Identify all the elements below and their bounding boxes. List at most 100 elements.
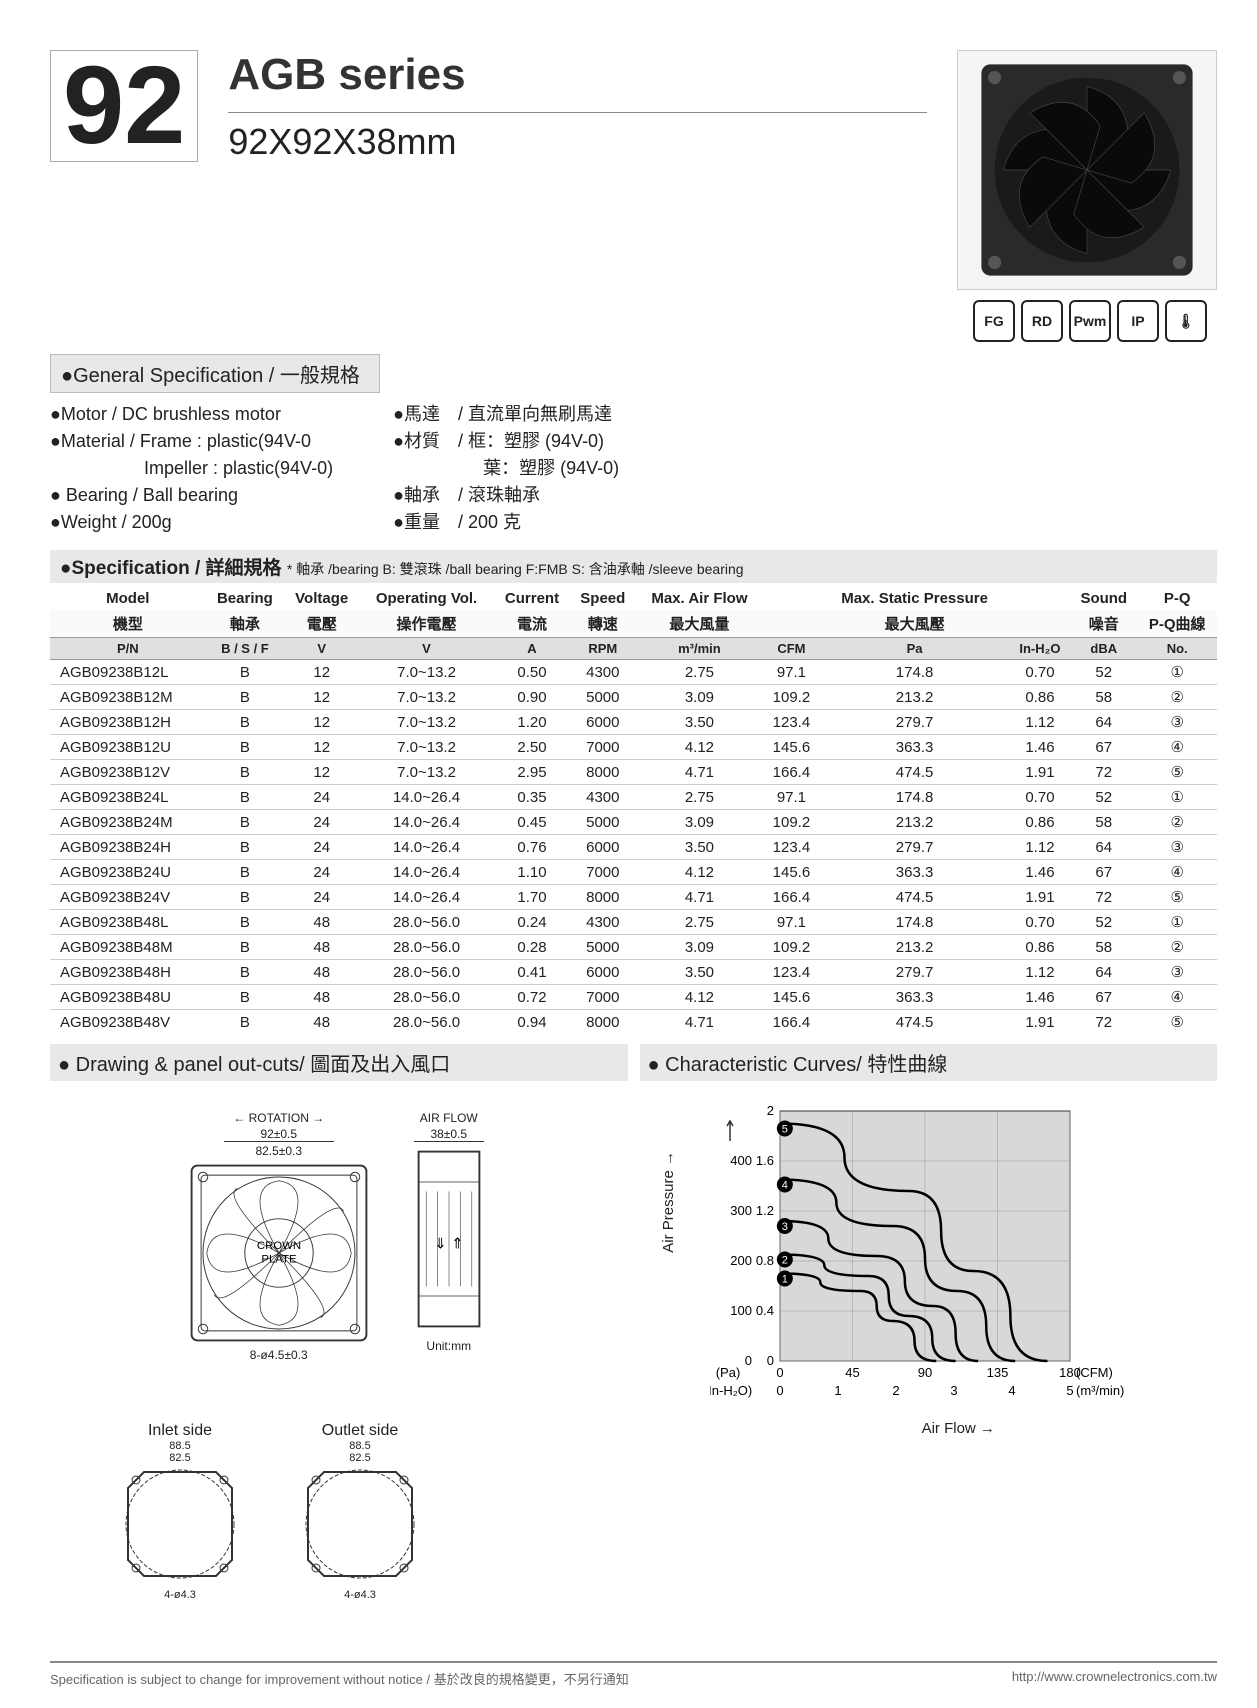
cell: 4.12	[635, 860, 763, 885]
table-row: AGB09238B12UB127.0~13.22.5070004.12145.6…	[50, 735, 1217, 760]
cell: 279.7	[819, 960, 1009, 985]
cell: 52	[1070, 910, 1137, 935]
cell: B	[206, 785, 285, 810]
svg-text:5: 5	[1066, 1383, 1073, 1398]
cell: 48	[284, 910, 359, 935]
cell: 4300	[570, 660, 635, 685]
th: 電壓	[284, 610, 359, 638]
cell: 0.28	[494, 935, 570, 960]
cell: 145.6	[763, 735, 819, 760]
cell: 0.70	[1010, 785, 1070, 810]
spec-mat2-cn: 葉：塑膠 (94V-0)	[393, 455, 619, 482]
cell: 213.2	[819, 935, 1009, 960]
th: B / S / F	[206, 638, 285, 660]
cell: 2.50	[494, 735, 570, 760]
table-row: AGB09238B48UB4828.0~56.00.7270004.12145.…	[50, 985, 1217, 1010]
cell: AGB09238B48U	[50, 985, 206, 1010]
dim-depth: 38±0.5	[414, 1127, 484, 1142]
cell: AGB09238B48H	[50, 960, 206, 985]
outlet-holes: 4-ø4.3	[300, 1589, 420, 1601]
cell: 0.86	[1010, 810, 1070, 835]
rd-icon: RD	[1021, 300, 1063, 342]
cell: 28.0~56.0	[359, 960, 494, 985]
cell: 1.46	[1010, 860, 1070, 885]
cell: 4.71	[635, 760, 763, 785]
cell: 2.75	[635, 785, 763, 810]
outlet-label: Outlet side	[300, 1422, 420, 1440]
cell: 279.7	[819, 835, 1009, 860]
cell: 1.12	[1010, 835, 1070, 860]
svg-text:3: 3	[781, 1221, 787, 1233]
cell: 6000	[570, 835, 635, 860]
spec-bearing-en: ● Bearing / Ball bearing	[50, 482, 333, 509]
svg-text:0: 0	[766, 1353, 773, 1368]
spec-table: ModelBearingVoltageOperating Vol.Current…	[50, 587, 1217, 1034]
cell: 67	[1070, 860, 1137, 885]
dim-inner: 82.5±0.3	[184, 1144, 374, 1158]
cell: 72	[1070, 885, 1137, 910]
cell: 109.2	[763, 685, 819, 710]
title-block: AGB series 92X92X38mm	[228, 50, 927, 163]
th: V	[359, 638, 494, 660]
cell: 0.50	[494, 660, 570, 685]
cell: 166.4	[763, 1010, 819, 1035]
cell: ②	[1137, 810, 1217, 835]
svg-text:0.8: 0.8	[755, 1253, 773, 1268]
svg-text:1.2: 1.2	[755, 1203, 773, 1218]
cell: 3.09	[635, 810, 763, 835]
th: No.	[1137, 638, 1217, 660]
cell: ④	[1137, 735, 1217, 760]
cell: AGB09238B24U	[50, 860, 206, 885]
th: Bearing	[206, 587, 285, 610]
cell: 72	[1070, 760, 1137, 785]
cell: AGB09238B12M	[50, 685, 206, 710]
cell: 1.12	[1010, 710, 1070, 735]
cell: 12	[284, 685, 359, 710]
model-number: 92	[63, 51, 185, 161]
svg-text:(In-H₂O): (In-H₂O)	[710, 1383, 752, 1398]
cell: 1.10	[494, 860, 570, 885]
th: Max. Air Flow	[635, 587, 763, 610]
th: 噪音	[1070, 610, 1137, 638]
th: 最大風量	[635, 610, 763, 638]
cell: 97.1	[763, 785, 819, 810]
cell: 28.0~56.0	[359, 985, 494, 1010]
unit-label: Unit:mm	[404, 1339, 494, 1353]
curves-heading: ● Characteristic Curves/ 特性曲線	[640, 1044, 1218, 1081]
cell: 48	[284, 985, 359, 1010]
curves-area: Air Pressure → 010020030040000.40.81.21.…	[640, 1081, 1218, 1621]
cell: 6000	[570, 960, 635, 985]
cell: 4300	[570, 785, 635, 810]
svg-text:⇓ ⇑: ⇓ ⇑	[434, 1236, 464, 1253]
th: 操作電壓	[359, 610, 494, 638]
spec-col-cn: ●馬達 / 直流單向無刷馬達 ●材質 / 框：塑膠 (94V-0) 葉：塑膠 (…	[393, 401, 619, 536]
svg-text:1.6: 1.6	[755, 1153, 773, 1168]
th: 最大風壓	[819, 610, 1009, 638]
cell: 7000	[570, 860, 635, 885]
pq-chart: 010020030040000.40.81.21.620459013518001…	[710, 1101, 1130, 1411]
cell: ③	[1137, 835, 1217, 860]
cell: 14.0~26.4	[359, 860, 494, 885]
th: 電流	[494, 610, 570, 638]
temp-icon: 🌡	[1165, 300, 1207, 342]
cell: 4.12	[635, 985, 763, 1010]
cell: 24	[284, 835, 359, 860]
cell: B	[206, 860, 285, 885]
inlet-holes: 4-ø4.3	[120, 1589, 240, 1601]
cell: ④	[1137, 985, 1217, 1010]
cell: 97.1	[763, 910, 819, 935]
cell: 64	[1070, 960, 1137, 985]
th: dBA	[1070, 638, 1137, 660]
svg-text:400: 400	[730, 1153, 752, 1168]
th: P-Q曲線	[1137, 610, 1217, 638]
cell: ⑤	[1137, 1010, 1217, 1035]
cell: 8000	[570, 1010, 635, 1035]
series-title: AGB series	[228, 50, 927, 100]
svg-text:1: 1	[781, 1274, 787, 1286]
cell: ①	[1137, 785, 1217, 810]
cell: 1.91	[1010, 1010, 1070, 1035]
cell: B	[206, 1010, 285, 1035]
svg-text:4: 4	[781, 1180, 787, 1192]
svg-text:2: 2	[892, 1383, 899, 1398]
th: Sound	[1070, 587, 1137, 610]
